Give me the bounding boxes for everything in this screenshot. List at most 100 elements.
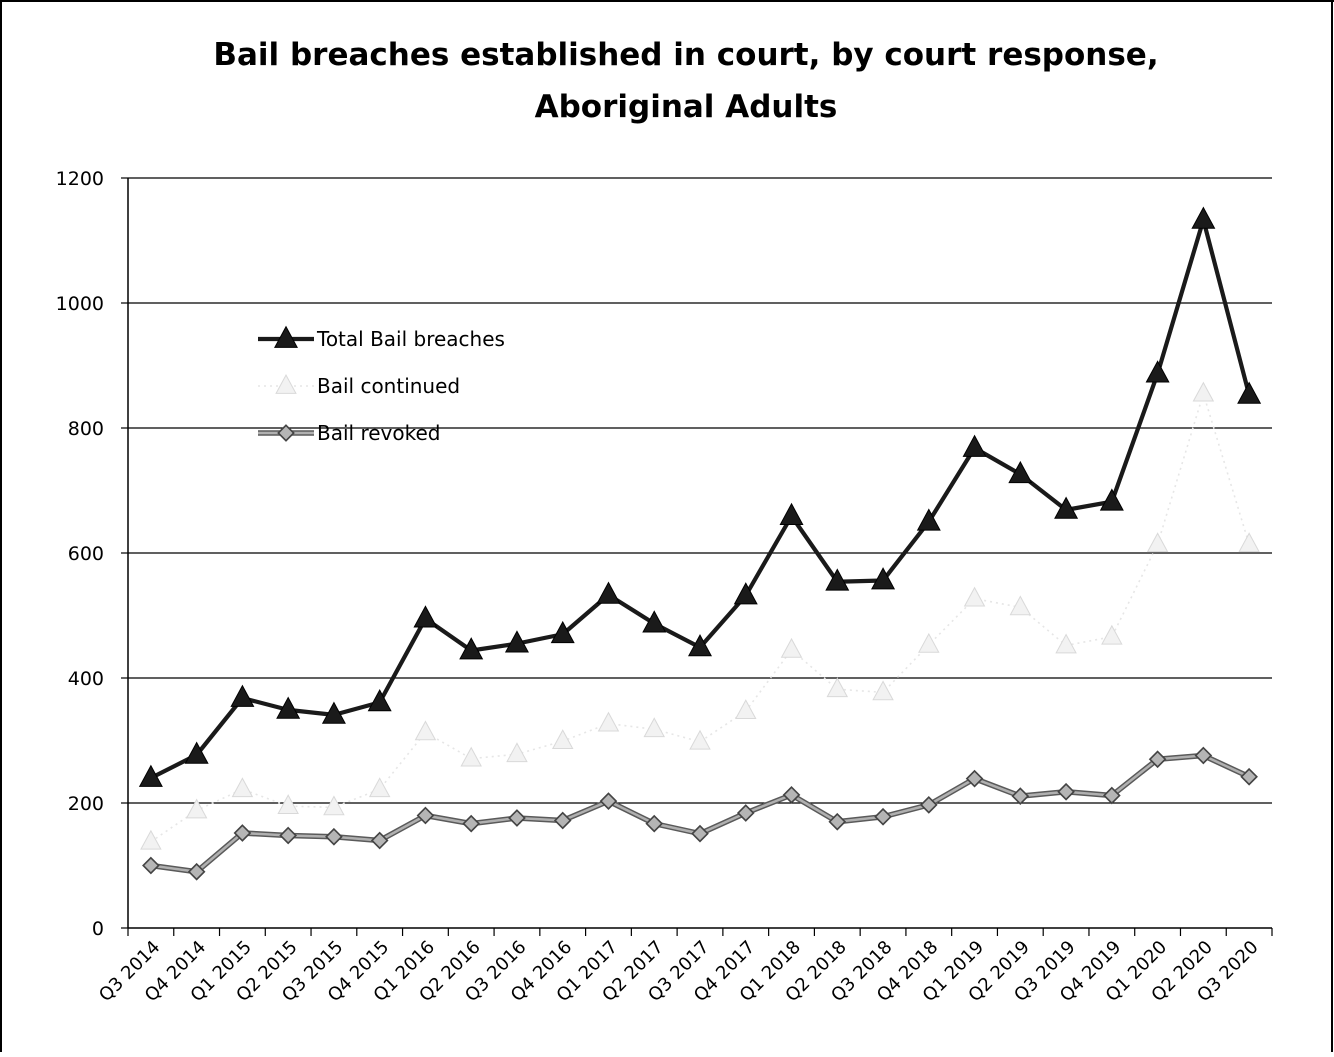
data-point [367,689,392,712]
data-point [643,717,665,738]
legend-item: Bail revoked [258,421,440,445]
data-point [460,746,482,767]
series-total-bail-breaches [138,206,1262,787]
series-line [150,392,1250,843]
data-point [1192,381,1215,402]
data-point [596,581,621,604]
data-point [323,795,345,816]
data-point [1057,782,1075,801]
data-point [826,677,849,698]
data-point [872,680,894,701]
y-tick-label: 200 [68,793,104,815]
data-point [1238,532,1260,553]
legend-label: Total Bail breaches [316,327,505,351]
data-point [233,824,252,842]
data-point [1054,496,1079,519]
y-tick-label: 800 [68,418,104,440]
y-tick-label: 1000 [56,293,104,315]
data-point [508,809,526,827]
data-point [782,786,801,804]
y-tick-label: 400 [68,668,104,690]
data-point [279,826,297,845]
data-point [276,696,301,719]
data-point [321,701,346,724]
data-point [918,632,940,653]
gridlines [128,177,1272,804]
y-tick-label: 0 [92,918,104,940]
data-point [963,586,986,607]
legend: Total Bail breaches Bail continued Bail re… [258,325,505,445]
data-point [691,824,709,843]
legend-item: Total Bail breaches [258,325,505,351]
legend-marker [277,424,295,442]
legend-item: Bail continued [258,374,460,398]
data-point [142,856,160,875]
series-bail-revoked [142,746,1258,881]
data-point [1237,381,1262,404]
data-point [599,792,618,810]
data-point [140,829,162,850]
legend-label: Bail revoked [317,421,440,445]
data-point [187,862,206,881]
data-point [231,777,254,798]
data-point [871,567,896,590]
legend-marker [275,374,297,394]
y-tick-label: 600 [68,543,104,565]
data-point [551,729,574,750]
data-point [506,742,528,763]
data-point [459,637,484,660]
data-point [1146,532,1169,553]
data-point [736,804,755,822]
data-point [962,434,987,457]
data-point [368,777,391,798]
data-point [1194,746,1213,765]
data-point [504,630,529,653]
data-point [780,637,803,658]
series-layer [138,206,1262,881]
data-point [597,711,620,732]
series-line [150,754,1250,873]
series-line-outline [150,752,1251,875]
y-axis-ticks: 0 200 400 600 800 1000 1200 [56,168,128,940]
data-point [1011,787,1030,805]
data-point [828,812,847,831]
data-point [416,806,435,825]
data-point [916,508,941,531]
data-point [325,827,343,846]
data-point [779,502,804,525]
data-point [1191,206,1216,229]
data-point [1240,767,1258,786]
data-point [277,794,299,815]
legend-label: Bail continued [317,374,460,398]
y-tick-label: 1200 [56,168,104,190]
data-point [185,798,208,819]
data-point [919,796,938,814]
data-point [550,620,575,644]
data-point [874,807,892,826]
data-point [689,729,711,750]
data-point [370,831,389,850]
data-point [1055,633,1077,654]
data-point [688,634,712,657]
data-point [825,568,850,591]
chart-subtitle: Aboriginal Adults [535,89,838,125]
legend-marker [274,325,298,348]
data-point [138,764,163,787]
data-point [1008,460,1033,484]
data-point [1009,595,1032,616]
data-point [965,769,984,788]
data-point [1103,786,1121,805]
data-point [414,720,437,741]
data-point [413,605,438,628]
series-bail-continued [140,381,1260,850]
data-point [462,814,481,833]
data-point [645,814,664,833]
chart-title: Bail breaches established in court, by c… [213,37,1158,73]
data-point [735,699,757,720]
data-point [184,741,209,764]
data-point [733,582,758,605]
data-point [553,811,572,830]
